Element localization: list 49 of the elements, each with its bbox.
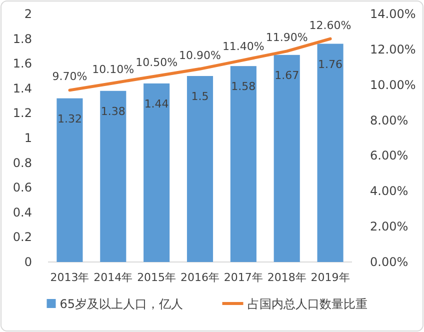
legend-label: 占国内总人口数量比重 <box>247 297 368 311</box>
x-tick-label: 2016年 <box>180 271 220 284</box>
data-label: 12.60% <box>309 18 352 32</box>
data-label: 11.90% <box>266 31 308 44</box>
data-label: 1.32 <box>57 112 82 126</box>
bar <box>317 44 344 262</box>
y-tick-label: 0.6 <box>12 180 32 195</box>
bar <box>274 54 300 262</box>
y2-tick-label: 8.00% <box>370 113 408 128</box>
y2-tick-label: 4.00% <box>370 184 408 198</box>
data-label: 1.38 <box>100 104 126 118</box>
y2-tick-label: 12.00% <box>370 42 416 56</box>
bar <box>186 76 214 262</box>
y-tick-label: 0.4 <box>12 205 32 220</box>
y-tick-label: 1.2 <box>12 106 32 120</box>
bar <box>230 66 256 262</box>
y2-tick-label: 6.00% <box>370 148 408 163</box>
x-tick-label: 2019年 <box>310 271 350 284</box>
y2-tick-label: 14.00% <box>370 7 416 21</box>
y-tick-label: 1.6 <box>12 56 32 71</box>
x-tick-label: 2013年 <box>50 271 90 284</box>
data-label: 10.90% <box>179 48 221 62</box>
data-label: 9.70% <box>52 70 88 84</box>
y2-tick-label: 10.00% <box>370 78 416 92</box>
legend-label: 65岁及以上人口，亿人 <box>60 297 184 311</box>
data-label: 1.58 <box>231 80 256 94</box>
x-tick-label: 2015年 <box>137 271 176 284</box>
y-tick-label: 1.4 <box>12 81 32 96</box>
data-label: 10.10% <box>92 63 134 76</box>
data-label: 10.50% <box>136 56 178 69</box>
y-tick-label: 0.2 <box>12 230 32 244</box>
data-label: 1.5 <box>191 90 209 103</box>
data-label: 1.67 <box>274 68 300 82</box>
y2-tick-label: 0.00% <box>370 255 408 269</box>
x-tick-label: 2018年 <box>267 271 306 284</box>
y-tick-label: 0.8 <box>12 156 32 170</box>
data-label: 1.44 <box>144 97 169 110</box>
data-label: 11.40% <box>222 40 264 54</box>
y-tick-label: 2 <box>24 7 32 21</box>
y2-tick-label: 2.00% <box>370 220 408 234</box>
data-label: 1.76 <box>318 58 343 71</box>
x-tick-label: 2014年 <box>94 271 133 284</box>
x-tick-label: 2017年 <box>224 271 263 284</box>
y-tick-label: 0 <box>24 255 32 269</box>
bar <box>100 90 126 262</box>
y-tick-label: 1.8 <box>12 32 32 46</box>
bar <box>144 83 170 262</box>
y-tick-label: 1 <box>24 131 32 145</box>
bar <box>56 98 83 262</box>
